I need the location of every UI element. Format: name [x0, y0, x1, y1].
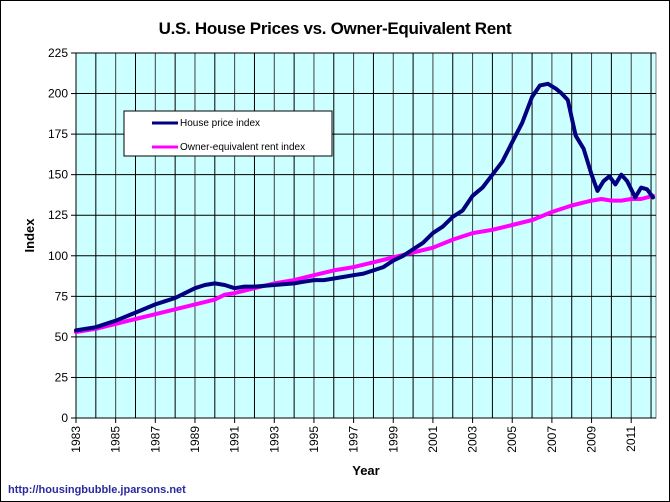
x-tick-label: 2003: [466, 426, 480, 453]
y-tick-label: 100: [48, 249, 68, 263]
y-axis: 0 25 50 75 100 125 150 175 200 225: [48, 46, 77, 425]
y-tick-label: 225: [48, 46, 68, 60]
x-tick-label: 2001: [426, 426, 440, 453]
x-tick-label: 1989: [188, 426, 202, 453]
x-axis: 1983 1985 1987 1989 1991 1993 1995 1997 1999 2001…: [69, 417, 656, 453]
y-tick-label: 75: [55, 289, 69, 303]
x-tick-label: 2007: [545, 426, 559, 453]
y-tick-label: 125: [48, 208, 68, 222]
x-tick-label: 1987: [148, 426, 162, 453]
x-tick-label: 1995: [307, 426, 321, 453]
y-tick-label: 175: [48, 127, 68, 141]
legend: House price index Owner-equivalent rent …: [123, 110, 333, 157]
legend-label-house-price: House price index: [180, 118, 260, 129]
y-tick-label: 200: [48, 87, 68, 101]
y-tick-label: 25: [55, 370, 69, 384]
legend-label-rent: Owner-equivalent rent index: [180, 142, 305, 153]
x-tick-label: 2005: [505, 426, 519, 453]
y-tick-label: 50: [55, 330, 69, 344]
series-line-house-price: [74, 81, 655, 333]
series-lines: [74, 81, 655, 334]
x-tick-label: 1983: [69, 426, 83, 453]
y-tick-label: 150: [48, 168, 68, 182]
chart-title: U.S. House Prices vs. Owner-Equivalent R…: [158, 19, 512, 38]
y-tick-label: 0: [61, 411, 68, 425]
y-axis-title: Index: [22, 218, 37, 253]
source-link[interactable]: http://housingbubble.jparsons.net: [8, 484, 186, 496]
x-tick-label: 1997: [347, 426, 361, 453]
x-tick-label: 1993: [267, 426, 281, 453]
x-axis-title: Year: [352, 463, 379, 478]
series-line-rent: [74, 193, 655, 334]
x-tick-label: 2011: [624, 426, 638, 452]
x-tick-label: 2009: [585, 426, 599, 453]
x-tick-label: 1985: [109, 426, 123, 453]
x-tick-label: 1999: [386, 426, 400, 453]
x-tick-label: 1991: [228, 426, 242, 453]
